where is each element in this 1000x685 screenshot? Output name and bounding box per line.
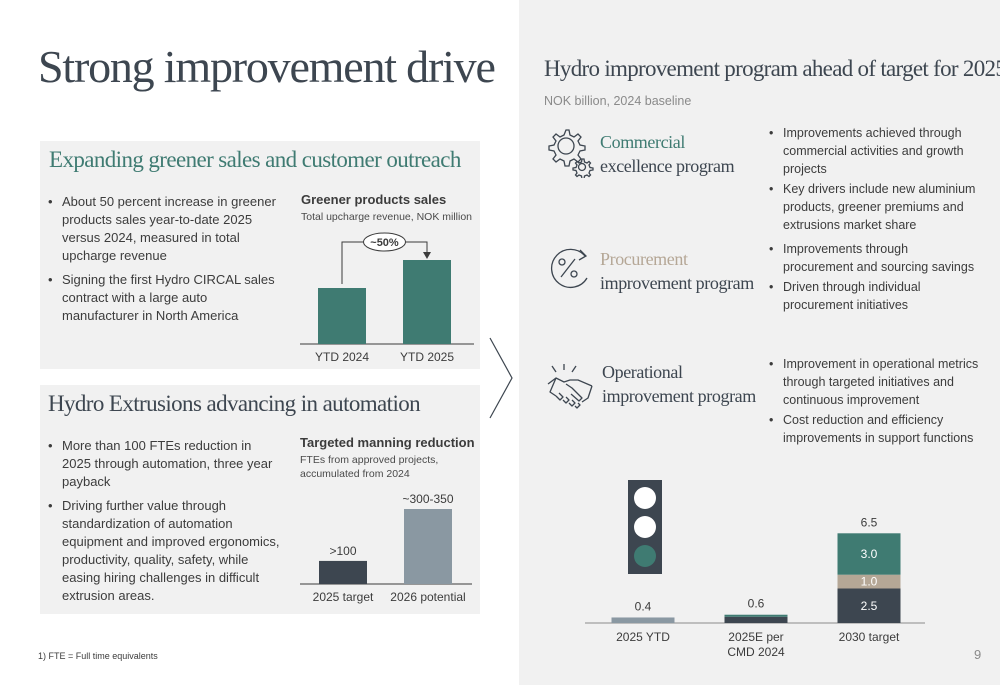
list-item: About 50 percent increase in greener pro… xyxy=(48,193,276,265)
program-title-line1: Commercial xyxy=(600,132,685,152)
tick-label: CMD 2024 xyxy=(727,645,785,659)
bar-segment xyxy=(611,617,675,623)
data-label: >100 xyxy=(329,544,356,558)
gears-icon xyxy=(548,129,594,178)
handshake-icon xyxy=(547,364,593,409)
list-item: Driven through individual procurement in… xyxy=(769,278,981,314)
program-title-line2: excellence program xyxy=(600,156,735,176)
bar xyxy=(403,260,451,344)
tick-label: 2025 target xyxy=(313,590,374,604)
list-item: Signing the first Hydro CIRCAL sales con… xyxy=(48,271,276,325)
program-title-line2: improvement program xyxy=(602,386,756,406)
footnote: 1) FTE = Full time equivalents xyxy=(38,651,158,661)
bar-segment xyxy=(837,533,901,575)
greener-sales-panel: Expanding greener sales and customer out… xyxy=(40,141,480,369)
bar xyxy=(319,560,367,584)
right-panel-background xyxy=(519,0,1000,685)
bar-segment xyxy=(724,614,788,617)
greener-bullet-list: About 50 percent increase in greener pro… xyxy=(48,193,276,331)
traffic-light-icon xyxy=(628,480,662,574)
chevron-right-icon xyxy=(489,337,513,419)
traffic-light-green xyxy=(634,545,656,567)
list-item: More than 100 FTEs reduction in 2025 thr… xyxy=(48,437,280,491)
bar xyxy=(404,509,452,584)
bar-segment xyxy=(837,574,901,589)
bar xyxy=(318,288,366,344)
percent-cycle-icon xyxy=(550,248,588,288)
segment-label: 2.5 xyxy=(861,599,878,613)
greener-chart-title: Greener products sales xyxy=(301,192,447,207)
growth-badge xyxy=(363,232,406,252)
list-item: Improvements through procurement and sou… xyxy=(769,240,981,276)
operational-bullet-list: Improvement in operational metrics throu… xyxy=(769,355,981,449)
list-item: Improvement in operational metrics throu… xyxy=(769,355,981,409)
tick-label: 2025 YTD xyxy=(616,630,670,644)
list-item: Driving further value through standardiz… xyxy=(48,497,280,605)
bar-segment xyxy=(837,588,901,623)
traffic-light-top xyxy=(634,487,656,509)
tick-label: 2025E per xyxy=(728,630,783,644)
page-title: Strong improvement drive xyxy=(38,41,496,92)
extrusions-bullet-list: More than 100 FTEs reduction in 2025 thr… xyxy=(48,437,280,611)
segment-label: 1.0 xyxy=(861,575,878,589)
manning-reduction-chart: >100 2025 target ~300-350 2026 potential xyxy=(300,492,472,604)
commercial-bullet-list: Improvements achieved through commercial… xyxy=(769,124,981,236)
list-item: Improvements achieved through commercial… xyxy=(769,124,981,178)
tick-label: YTD 2025 xyxy=(400,350,454,364)
bar-segment xyxy=(724,616,788,623)
extrusions-panel-title: Hydro Extrusions advancing in automation xyxy=(48,391,421,416)
operational-program-title: Operational improvement program xyxy=(602,360,767,408)
total-label: 0.6 xyxy=(748,597,765,611)
procurement-bullet-list: Improvements through procurement and sou… xyxy=(769,240,981,316)
program-title-line1: Operational xyxy=(602,362,683,382)
right-panel-title: Hydro improvement program ahead of targe… xyxy=(544,56,1000,81)
tick-label: 2030 target xyxy=(839,630,900,644)
program-title-line1: Procurement xyxy=(600,249,688,269)
total-label: 6.5 xyxy=(861,515,878,529)
manning-chart-subtitle: FTEs from approved projects, accumulated… xyxy=(300,454,439,480)
list-item: Key drivers include new aluminium produc… xyxy=(769,180,981,234)
greener-sales-chart: YTD 2024 YTD 2025 ~50% xyxy=(300,232,474,364)
segment-label: 3.0 xyxy=(861,547,878,561)
right-panel-subtitle: NOK billion, 2024 baseline xyxy=(544,94,692,108)
traffic-light-middle xyxy=(634,516,656,538)
total-label: 0.4 xyxy=(635,599,652,613)
commercial-program-title: Commercial excellence program xyxy=(600,130,760,178)
tick-label: YTD 2024 xyxy=(315,350,369,364)
growth-annotation: ~50% xyxy=(370,237,399,249)
tick-label: 2026 potential xyxy=(390,590,465,604)
page-number: 9 xyxy=(974,647,982,662)
program-title-line2: improvement program xyxy=(600,273,754,293)
procurement-program-title: Procurement improvement program xyxy=(600,247,765,295)
data-label: ~300-350 xyxy=(402,492,453,506)
greener-chart-subtitle: Total upcharge revenue, NOK million xyxy=(301,211,473,223)
manning-chart-title: Targeted manning reduction xyxy=(300,435,475,450)
greener-panel-title: Expanding greener sales and customer out… xyxy=(49,147,461,172)
growth-arrowhead xyxy=(423,252,431,259)
list-item: Cost reduction and efficiency improvemen… xyxy=(769,411,981,447)
